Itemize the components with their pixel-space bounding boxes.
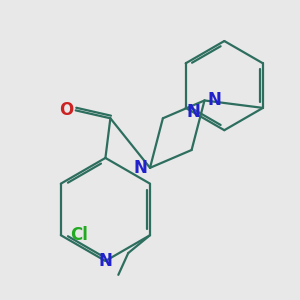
- Text: N: N: [187, 103, 201, 121]
- Text: N: N: [98, 252, 112, 270]
- Text: N: N: [208, 92, 221, 110]
- Text: N: N: [133, 159, 147, 177]
- Text: O: O: [59, 101, 73, 119]
- Text: Cl: Cl: [70, 226, 88, 244]
